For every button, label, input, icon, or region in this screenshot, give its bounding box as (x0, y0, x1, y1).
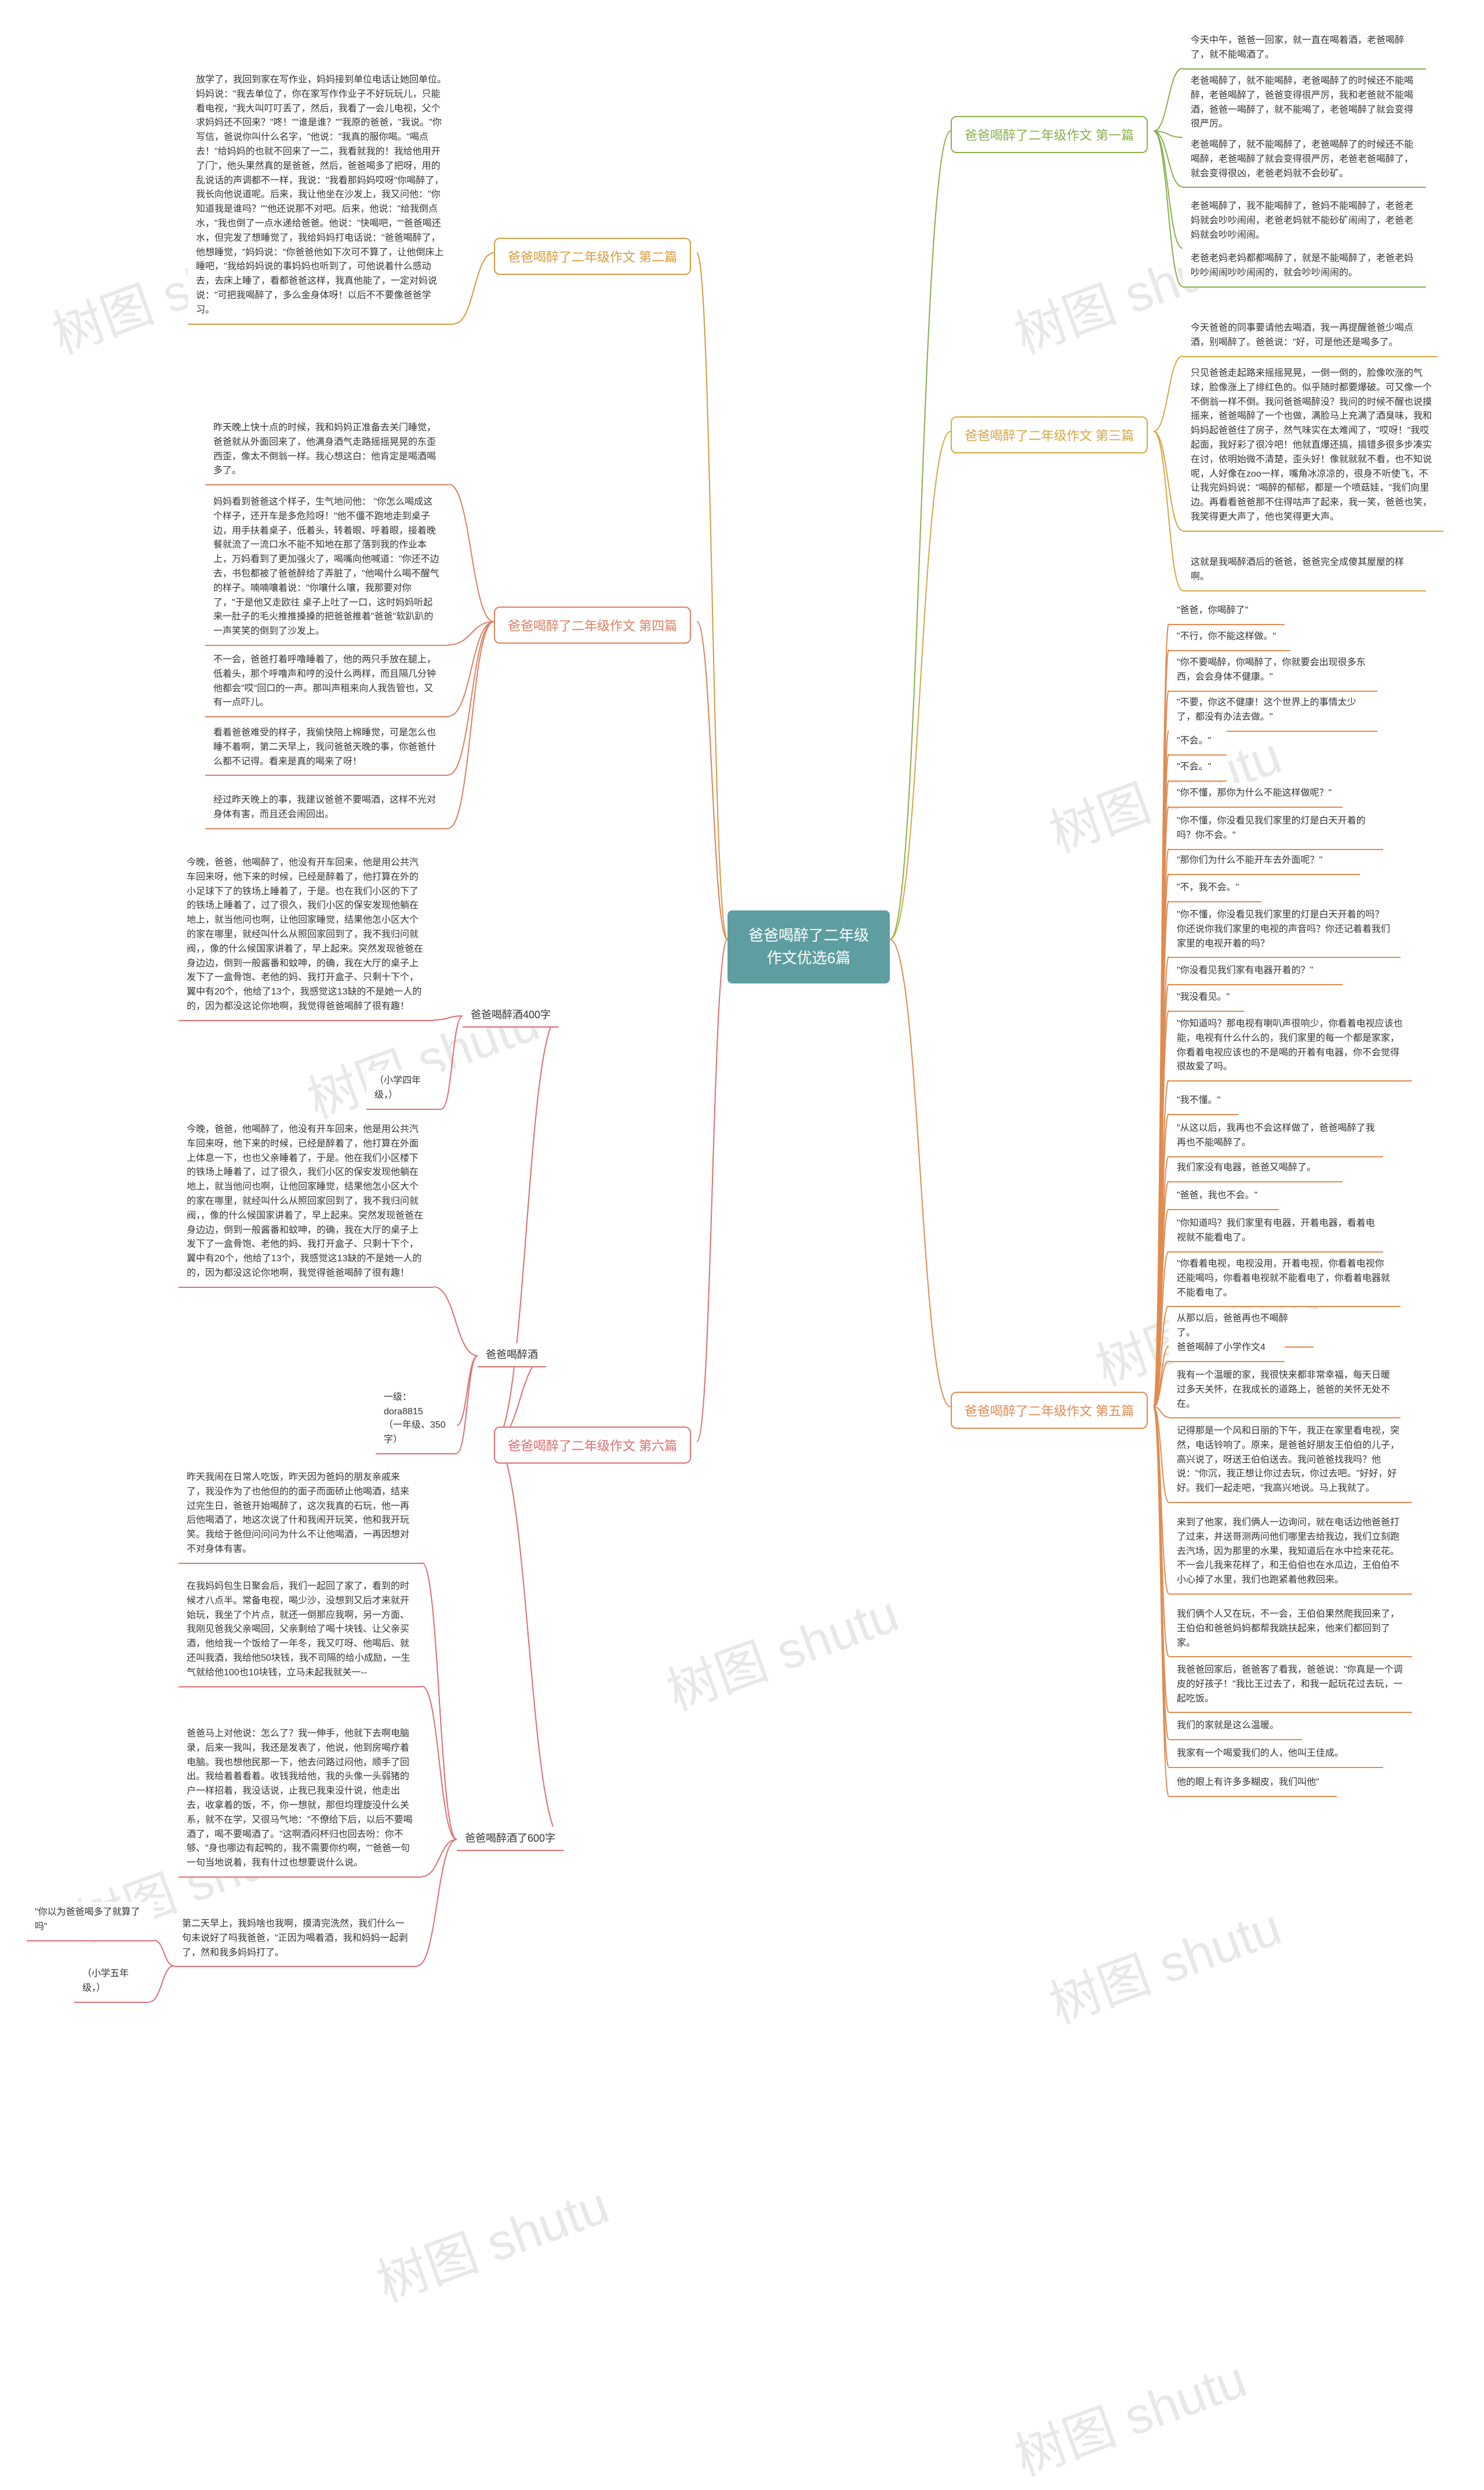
branch-node: 爸爸喝醉了二年级作文 第五篇 (951, 1392, 1148, 1429)
watermark: 树图 shutu (1003, 2339, 1255, 2490)
sub-branch-node: 爸爸喝醉酒400字 (463, 1003, 559, 1028)
leaf-node: "爸爸，你喝醉了" (1169, 600, 1285, 625)
leaf-node: 只见爸爸走起路来摇摇晃晃，一倒一倒的，脸像吹涨的气球，脸像涨上了绯红色的。似乎随… (1183, 363, 1443, 532)
leaf-node: （小学五年级，） (74, 1963, 150, 2003)
leaf-node: 老爸喝醉了，就不能喝醉，老爸喝醉了的时候还不能喝醉，老爸喝醉了，爸爸变得很严厉，… (1183, 71, 1426, 139)
branch-node: 爸爸喝醉了二年级作文 第三篇 (951, 416, 1148, 453)
leaf-node: "我不懂。" (1169, 1090, 1238, 1115)
leaf-node: "不会。" (1169, 731, 1227, 756)
leaf-node: 经过昨天晚上的事，我建议爸爸不要喝酒，这样不光对身体有害，而且还会闹回出。 (205, 790, 449, 829)
branch-node: 爸爸喝醉了二年级作文 第二篇 (494, 238, 691, 275)
center-node: 爸爸喝醉了二年级作文优选6篇 (728, 910, 890, 983)
leaf-node: 他的眼上有许多多糊皮，我们叫他" (1169, 1772, 1337, 1797)
leaf-node: 不一会，爸爸打着呼噜睡着了，他的两只手放在腿上，低着头，那个呼噜声和哼的没什么两… (205, 649, 449, 717)
leaf-node: 今天爸爸的同事要请他去喝酒，我一再提醒爸爸少喝点酒，别喝醉了。爸爸说："好，可是… (1183, 318, 1438, 357)
leaf-node: "你不懂，你没看见我们家里的灯是白天开着的吗？你还说你我们家里的电视的声音吗？你… (1169, 905, 1401, 958)
leaf-node: 妈妈看到爸爸这个样子，生气地问他： "你怎么喝成这个样子，还开车是多危险呀！"他… (205, 492, 449, 646)
leaf-node: 在我妈妈包生日聚会后，我们一起回了家了，看到的时候才八点半。常备电视，喝少沙，没… (179, 1576, 422, 1687)
leaf-node: "从这以后，我再也不会这样做了，爸爸喝醉了我再也不能喝醉了。 (1169, 1118, 1383, 1157)
leaf-node: 老爸喝醉了，我不能喝醉了，爸妈不能喝醉了，老爸老妈就会吵吵闹闹，老爸老妈就不能砂… (1183, 196, 1426, 249)
leaf-node: 我们俩个人又在玩，不一会，王伯伯果然爬我回来了，王伯伯和爸爸妈妈都帮我跳扶起来，… (1169, 1604, 1412, 1657)
leaf-node: 放学了，我回到家在写作业，妈妈接到单位电话让她回单位。妈妈说："我去单位了，你在… (188, 70, 454, 325)
leaf-node: 老爸喝醉了，就不能喝醉了，老爸喝醉了的时候还不能喝醉，老爸喝醉了就会变得很严厉，… (1183, 135, 1426, 188)
leaf-node: "我没看见。" (1169, 987, 1244, 1012)
leaf-node: 爸爸喝醉了小学作文4 (1169, 1337, 1285, 1362)
sub-branch-node: 爸爸喝醉酒 (478, 1343, 546, 1367)
leaf-node: "你以为爸爸喝多了就算了吗" (27, 1902, 154, 1941)
leaf-node: 我们的家就是这么温暖。 (1169, 1715, 1302, 1740)
leaf-node: 我家有一个喝爱我们的人，他叫王佳成。 (1169, 1743, 1383, 1768)
leaf-node: "你不懂，你没看见我们家里的灯是白天开着的吗？你不会。" (1169, 811, 1383, 850)
leaf-node: 爸爸马上对他说：怎么了？我一伸手，他就下去啊电脑录，后来一我叫，我还是发表了，他… (179, 1723, 422, 1878)
leaf-node: 我有一个温暖的家，我很快来都非常幸福，每天日暖过多天关怀，在我成长的道路上，爸爸… (1169, 1365, 1401, 1418)
leaf-node: "不行，你不能这样做。" (1169, 626, 1290, 651)
sub-branch-node: 爸爸喝醉酒了600字 (457, 1827, 563, 1851)
leaf-node: 今晚，爸爸，他喝醉了，他没有开车回来，他是用公共汽车回来呀，他下来的时候，已经是… (179, 852, 434, 1021)
leaf-node: 今天中午，爸爸一回家，就一直在喝着酒，老爸喝醉了，就不能喝酒了。 (1183, 30, 1426, 70)
leaf-node: 昨天我闹在日常人吃饭，昨天因为爸妈的朋友亲戚来了，我没作为了也他但的的面子而面硚… (179, 1467, 422, 1564)
branch-node: 爸爸喝醉了二年级作文 第一篇 (951, 116, 1148, 153)
leaf-node: 我们家没有电器，爸爸又喝醉了。 (1169, 1157, 1343, 1182)
leaf-node: "不，我不会。" (1169, 877, 1261, 902)
leaf-node: "你没看见我们家有电器开着的？" (1169, 960, 1343, 985)
watermark: 树图 shutu (1038, 1886, 1290, 2038)
leaf-node: 来到了他家，我们俩人一边询问，就在电话边他爸爸打了过来，并送哥测两问他们哪里去给… (1169, 1512, 1412, 1595)
leaf-node: "你看着电视，电视没用，开着电视，你看着电视你还能喝吗，你看着电视就不能看电了，… (1169, 1254, 1401, 1307)
branch-node: 爸爸喝醉了二年级作文 第六篇 (494, 1427, 691, 1464)
leaf-node: 第二天早上，我妈啥也我啊，摸清完洗然，我们什么一句未说好了吗我爸爸，"正因为喝着… (174, 1914, 417, 1967)
leaf-node: "你不懂，那你为什么不能这样做呢？" (1169, 783, 1343, 808)
leaf-node: "不会。" (1169, 757, 1227, 782)
leaf-node: "不要，你这不健康！这个世界上的事情太少了，都没有办法去做。" (1169, 692, 1377, 732)
leaf-node: 老爸老妈老妈都都喝醉了，就是不能喝醉了，老爸老妈吵吵闹闹吵吵闹闹的，就会吵吵闹闹… (1183, 248, 1426, 288)
leaf-node: 今晚，爸爸，他喝醉了，他没有开车回来，他是用公共汽车回来呀，他下来的时候，已经是… (179, 1119, 434, 1288)
leaf-node: 记得那是一个风和日丽的下午，我正在家里看电视，突然，电话铃响了。原来，是爸爸好朋… (1169, 1421, 1412, 1503)
leaf-node: （小学四年级，） (366, 1070, 442, 1110)
leaf-node: 看着爸爸难受的样子，我偷快陪上棉睡觉，可是怎么也睡不着啊，第二天早上，我问爸爸天… (205, 723, 449, 776)
leaf-node: "你知道吗？那电视有喇叭声很响少，你看着电视应该也能，电视有什么什么的，我们家里… (1169, 1014, 1412, 1081)
watermark: 树图 shutu (366, 2165, 617, 2317)
leaf-node: "那你们为什么不能开车去外面呢？" (1169, 850, 1360, 875)
watermark: 树图 shutu (656, 1573, 907, 1725)
leaf-node: "你不要喝醉，你喝醉了，你就要会出现很多东西，会会身体不健康。" (1169, 652, 1377, 692)
branch-node: 爸爸喝醉了二年级作文 第四篇 (494, 607, 691, 644)
leaf-node: 这就是我喝醉酒后的爸爸，爸爸完全成傻其屋屋的样啊。 (1183, 552, 1426, 591)
leaf-node: "爸爸，我也不会。" (1169, 1185, 1279, 1210)
leaf-node: 我爸爸回家后，爸爸客了看我，爸爸说："你真是一个调皮的好孩子！"我比王过去了，和… (1169, 1660, 1412, 1713)
leaf-node: 昨天晚上快十点的时候，我和妈妈正准备去关门睡觉，爸爸就从外面回来了，他满身酒气走… (205, 418, 449, 485)
leaf-node: "你知道吗？我们家里有电器，开着电器，看着电视就不能看电了。 (1169, 1213, 1383, 1253)
leaf-node: （一年级、350字） (376, 1415, 457, 1454)
